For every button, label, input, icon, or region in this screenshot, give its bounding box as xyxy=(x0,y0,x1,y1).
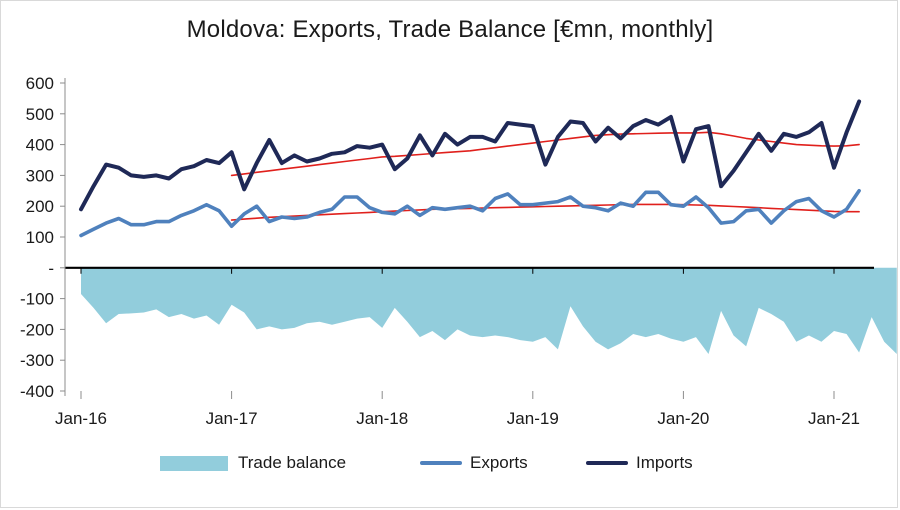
y-tick-label: -300 xyxy=(20,351,54,370)
y-tick-label: 300 xyxy=(26,166,54,185)
legend-swatch-exports xyxy=(420,461,462,465)
y-tick-label: 400 xyxy=(26,136,54,155)
series-line-imports xyxy=(79,99,862,212)
series-area-trade-balance xyxy=(81,267,897,355)
legend-item-trade-balance: Trade balance xyxy=(160,450,346,476)
legend-label-imports: Imports xyxy=(636,453,693,472)
y-tick-label: 600 xyxy=(26,74,54,93)
legend-label-trade-balance: Trade balance xyxy=(238,453,347,472)
area-layer xyxy=(81,267,897,355)
y-tick-label: 200 xyxy=(26,197,54,216)
legend-label-exports: Exports xyxy=(470,453,528,472)
y-tick-label: -400 xyxy=(20,382,54,401)
x-tick-label: Jan-17 xyxy=(206,409,258,428)
y-tick-label: - xyxy=(48,259,54,278)
legend-item-exports: Exports xyxy=(420,450,528,476)
series-line-imports-trend xyxy=(230,131,860,177)
line-layer xyxy=(79,99,862,238)
y-tick-label: -200 xyxy=(20,320,54,339)
y-tick-label: 500 xyxy=(26,105,54,124)
axis-layer: 600500400300200100--100-200-300-400Jan-1… xyxy=(20,74,874,428)
legend-swatch-imports xyxy=(586,461,628,465)
series-line-exports xyxy=(79,189,861,238)
x-tick-label: Jan-20 xyxy=(657,409,709,428)
x-tick-label: Jan-19 xyxy=(507,409,559,428)
chart-title: Moldova: Exports, Trade Balance [€mn, mo… xyxy=(186,16,714,43)
series-line-exports-trend xyxy=(230,203,860,221)
y-tick-label: 100 xyxy=(26,228,54,247)
chart-plot: 600500400300200100--100-200-300-400Jan-1… xyxy=(20,74,897,428)
y-tick-label: -100 xyxy=(20,290,54,309)
legend-item-imports: Imports xyxy=(586,450,693,476)
legend: Trade balance Exports Imports xyxy=(0,450,900,476)
x-tick-label: Jan-16 xyxy=(55,409,107,428)
legend-swatch-trade-balance xyxy=(160,455,228,471)
x-tick-label: Jan-18 xyxy=(356,409,408,428)
x-tick-label: Jan-21 xyxy=(808,409,860,428)
